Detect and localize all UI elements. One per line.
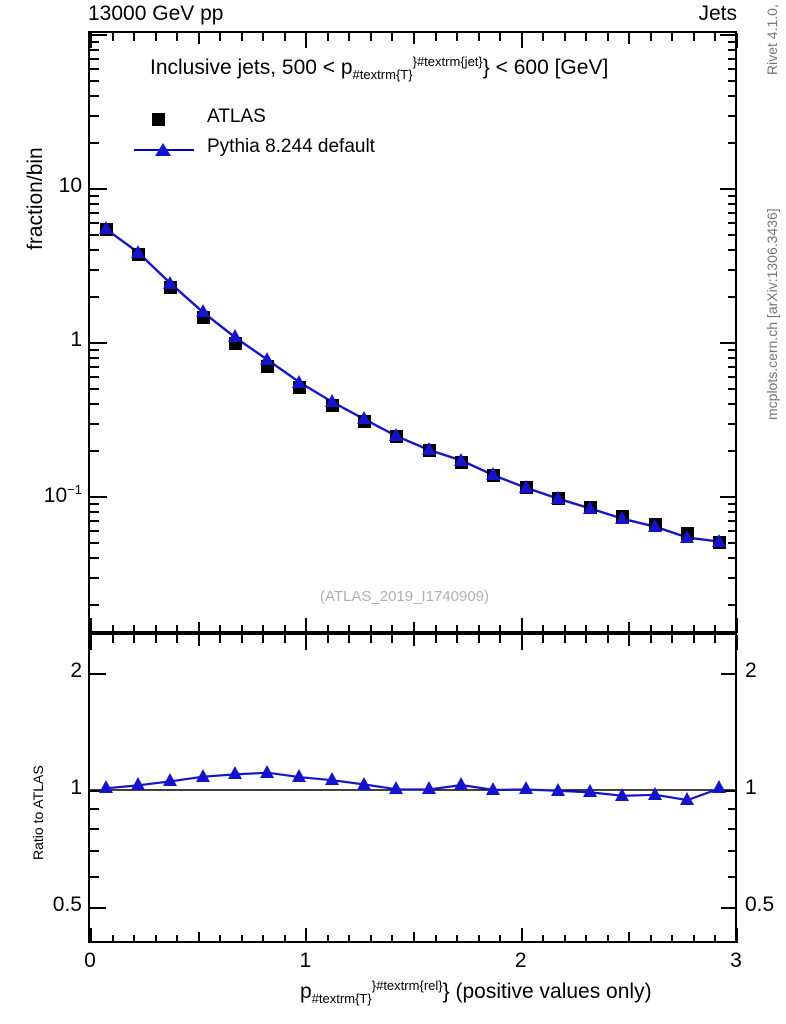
ratio-point-pythia <box>518 781 533 795</box>
data-point-pythia <box>583 500 598 514</box>
main-y-tick-label: 10−1 <box>43 482 82 507</box>
x-tick-label: 1 <box>299 949 312 972</box>
ratio-point-pythia <box>98 780 113 794</box>
ratio-point-pythia <box>292 769 307 783</box>
ratio-point-pythia <box>550 782 565 796</box>
legend-label-pythia: Pythia 8.244 default <box>207 136 375 157</box>
plot-title-superscript: }#textrm{jet} <box>412 54 483 69</box>
x-axis-title-main: p <box>300 980 312 1003</box>
ratio-point-pythia <box>421 781 436 795</box>
analysis-category-label: Jets <box>698 2 737 25</box>
data-point-pythia <box>357 411 372 425</box>
ratio-y-tick-label: 2 <box>70 659 82 683</box>
ratio-point-pythia <box>324 772 339 786</box>
x-axis-title-tail: } (positive values only) <box>442 980 652 1003</box>
data-point-pythia <box>324 393 339 407</box>
x-axis-title-subscript: #textrm{T} <box>311 991 372 1007</box>
ratio-point-pythia <box>163 773 178 787</box>
x-tick-label: 3 <box>730 949 742 972</box>
data-point-pythia <box>647 518 662 532</box>
main-y-tick-label: 10 <box>58 174 82 197</box>
main-plot-panel <box>88 31 737 633</box>
x-tick-label: 2 <box>514 949 527 972</box>
analysis-id-watermark: (ATLAS_2019_I1740909) <box>320 588 490 605</box>
ratio-point-pythia <box>260 764 275 778</box>
ratio-point-pythia <box>647 786 662 800</box>
ratio-point-pythia <box>357 776 372 790</box>
data-point-pythia <box>680 529 695 543</box>
legend-label-atlas: ATLAS <box>207 106 266 127</box>
plot-title: Inclusive jets, 500 < p#textrm{T}}#textr… <box>150 54 608 82</box>
data-point-pythia <box>163 275 178 289</box>
ratio-point-pythia <box>680 792 695 806</box>
ratio-point-pythia <box>615 787 630 801</box>
ratio-y-tick-label: 0.5 <box>52 892 82 916</box>
square-marker-icon <box>152 113 165 126</box>
main-y-tick-label: 1 <box>70 328 82 351</box>
data-point-pythia <box>292 374 307 388</box>
plot-title-text: Inclusive jets, 500 < p <box>150 56 353 79</box>
data-point-pythia <box>453 452 468 466</box>
ratio-point-pythia <box>486 782 501 795</box>
data-point-pythia <box>712 533 727 547</box>
ratio-y-tick-label-right: 2 <box>745 659 757 683</box>
ratio-y-tick-label-right: 0.5 <box>745 892 775 916</box>
data-point-pythia <box>130 244 145 258</box>
ratio-point-pythia <box>389 781 404 795</box>
data-point-pythia <box>227 329 242 343</box>
x-axis-title: p#textrm{T}}#textrm{rel}} (positive valu… <box>300 978 652 1006</box>
triangle-marker-icon <box>155 143 171 156</box>
ratio-point-pythia <box>195 768 210 782</box>
ratio-point-pythia <box>130 777 145 791</box>
data-point-pythia <box>486 467 501 481</box>
data-point-pythia <box>98 221 113 235</box>
data-point-pythia <box>260 351 275 365</box>
ratio-point-pythia <box>453 777 468 790</box>
y-tick-exponent: −1 <box>67 482 82 497</box>
data-point-pythia <box>195 304 210 318</box>
ratio-y-tick-label: 1 <box>70 776 82 799</box>
data-point-pythia <box>615 510 630 524</box>
beam-energy-label: 13000 GeV pp <box>88 2 224 25</box>
data-point-pythia <box>421 441 436 455</box>
data-point-pythia <box>550 490 565 504</box>
ratio-point-pythia <box>583 784 598 798</box>
x-axis-title-superscript: }#textrm{rel} <box>371 978 443 993</box>
x-tick-label: 0 <box>84 949 96 972</box>
ratio-plot-panel <box>88 633 737 943</box>
ratio-point-pythia <box>712 780 727 794</box>
ratio-y-tick-label-right: 1 <box>745 776 757 799</box>
plot-title-tail: } < 600 [GeV] <box>482 56 609 79</box>
data-point-pythia <box>389 428 404 442</box>
ratio-point-pythia <box>227 766 242 780</box>
data-point-pythia <box>518 479 533 493</box>
plot-title-subscript: #textrm{T} <box>352 67 413 83</box>
